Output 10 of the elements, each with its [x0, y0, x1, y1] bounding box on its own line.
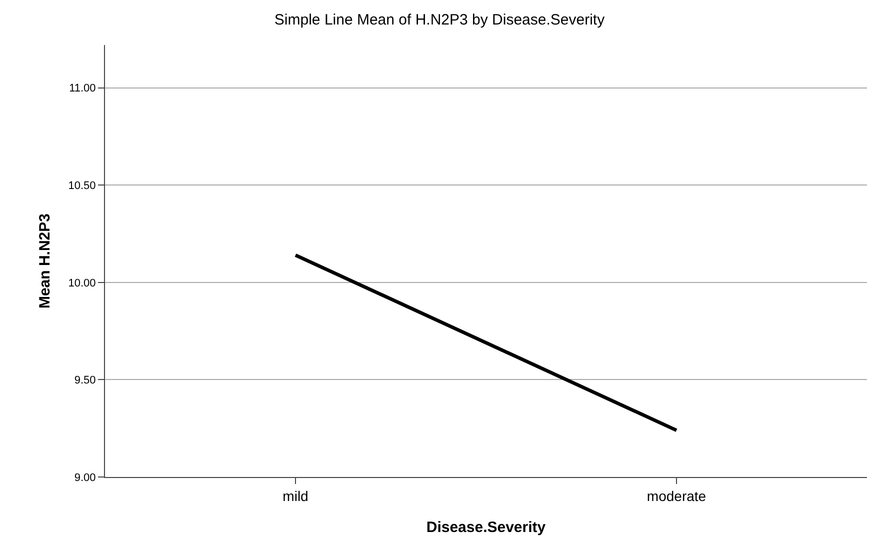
- y-axis-title: Mean H.N2P3: [36, 213, 54, 309]
- x-tick-label: moderate: [646, 488, 706, 504]
- y-tick-label: 9.00: [74, 472, 96, 484]
- x-axis-title: Disease.Severity: [426, 518, 546, 536]
- chart-title: Simple Line Mean of H.N2P3 by Disease.Severity: [274, 11, 606, 28]
- y-tick-label: 9.50: [74, 374, 96, 387]
- y-tick-label: 11.00: [69, 82, 96, 95]
- x-tick-label: mild: [282, 488, 308, 504]
- y-tick-label: 10.50: [68, 180, 96, 192]
- y-tick-label: 10.00: [68, 277, 96, 290]
